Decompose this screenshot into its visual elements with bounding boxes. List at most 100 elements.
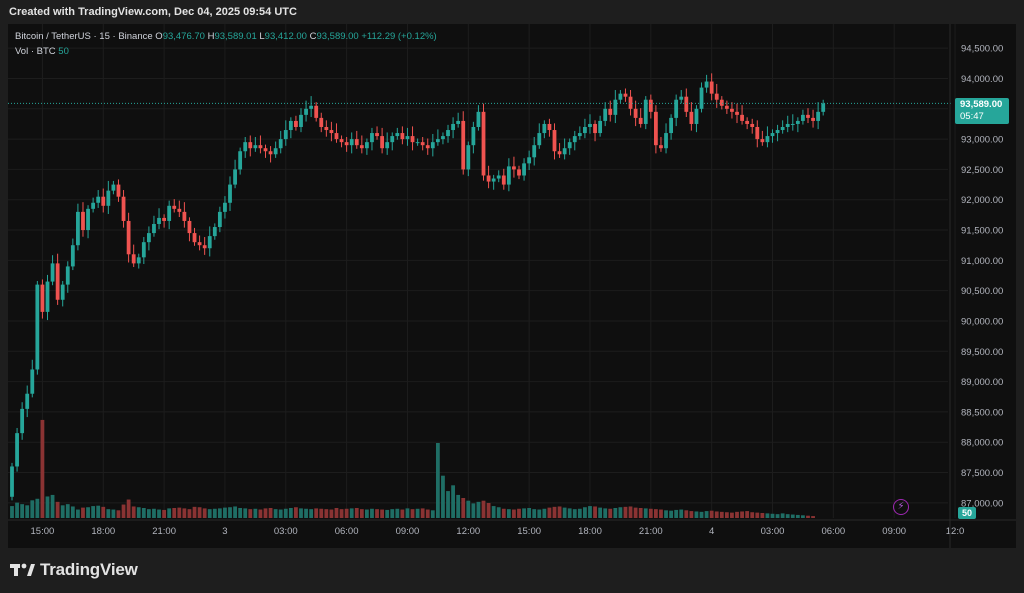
volume-bar (527, 508, 532, 518)
candle-body (512, 166, 516, 170)
candle-body (679, 96, 684, 100)
volume-bar (669, 510, 673, 518)
volume-bar (268, 508, 273, 518)
legend-high-value: 93,589.01 (214, 31, 257, 42)
volume-bar (755, 512, 760, 518)
candle-body (253, 145, 258, 149)
candle-body (365, 142, 369, 149)
candle-body (35, 284, 40, 370)
legend-open-label: O (155, 31, 163, 42)
volume-bar (689, 511, 694, 518)
candle-body (40, 284, 45, 312)
candle-body (116, 184, 121, 197)
candle-body (425, 145, 430, 149)
x-tick-label: 15:00 (517, 526, 541, 537)
candle-body (420, 142, 425, 146)
volume-bar (106, 509, 111, 518)
chart-legend: Bitcoin / TetherUS · 15 · Binance O93,47… (15, 29, 437, 59)
candle-body (430, 142, 435, 149)
candle-body (157, 217, 161, 224)
legend-close-label: C (309, 31, 317, 42)
volume-bar (613, 508, 618, 518)
candle-body (643, 99, 648, 124)
volume-bar (81, 507, 85, 518)
volume-bar (547, 507, 552, 518)
candle-body (653, 111, 658, 146)
candle-body (466, 145, 471, 170)
candle-body (780, 126, 785, 131)
volume-bar (50, 494, 55, 518)
volume-bar (395, 508, 400, 518)
candle-body (121, 196, 126, 221)
y-tick-label: 87,000.00 (961, 498, 1003, 509)
candle-body (760, 139, 765, 143)
volume-bar (146, 509, 151, 518)
volume-bar (709, 510, 714, 518)
top-bar: Created with TradingView.com, Dec 04, 20… (0, 0, 1024, 24)
volume-bar (65, 504, 70, 518)
candle-body (481, 111, 486, 176)
candle-body (456, 120, 461, 124)
candle-body (694, 108, 699, 124)
candle-body (86, 208, 90, 231)
y-tick-label: 94,500.00 (961, 44, 1003, 55)
candle-body (70, 245, 75, 267)
volume-bar (674, 509, 679, 518)
candle-body (55, 263, 60, 300)
legend-symbol[interactable]: Bitcoin / TetherUS · 15 · Binance (15, 31, 153, 42)
y-tick-label: 94,000.00 (961, 74, 1003, 85)
tradingview-logo-icon (10, 562, 36, 578)
candle-body (491, 178, 496, 182)
y-tick-label: 88,500.00 (961, 407, 1003, 418)
y-tick-label: 91,500.00 (961, 226, 1003, 237)
y-tick-label: 93,000.00 (961, 135, 1003, 146)
candle-body (506, 166, 511, 185)
x-tick-label: 21:00 (639, 526, 663, 537)
volume-bar (623, 506, 628, 518)
y-tick-label: 88,000.00 (961, 438, 1003, 449)
candle-body (217, 211, 222, 228)
candle-body (390, 136, 395, 143)
candle-body (572, 136, 577, 143)
x-tick-label: 09:00 (396, 526, 420, 537)
volume-bar (182, 508, 187, 518)
candle-body (532, 145, 537, 158)
volume-bar (603, 508, 608, 518)
volume-bar (562, 507, 567, 518)
candle-body (20, 408, 25, 434)
x-tick-label: 18:00 (91, 526, 115, 537)
volume-bar (212, 508, 217, 518)
candle-body (790, 123, 795, 125)
chart-area[interactable] (8, 24, 1016, 548)
candle-body (197, 242, 202, 246)
candle-body (821, 103, 826, 112)
legend-volume-label[interactable]: Vol · BTC (15, 46, 56, 57)
tradingview-brand[interactable]: TradingView (10, 560, 138, 580)
volume-bar (157, 509, 161, 518)
volume-bar (400, 509, 405, 518)
volume-bar (258, 509, 263, 518)
candle-body (60, 284, 65, 300)
volume-bar (15, 502, 19, 518)
candle-body (501, 175, 506, 185)
legend-low-value: 93,412.00 (264, 31, 307, 42)
volume-bar (380, 509, 385, 518)
volume-bar (577, 508, 582, 518)
candle-body (101, 196, 106, 206)
volume-bar (633, 507, 638, 518)
candle-body (471, 126, 476, 146)
candle-body (562, 148, 567, 155)
flash-icon[interactable]: ⚡ (893, 499, 909, 515)
x-tick-label: 09:00 (882, 526, 906, 537)
candle-body (496, 175, 501, 179)
candle-body (375, 133, 379, 137)
volume-bar (501, 508, 506, 518)
volume-bar (435, 443, 440, 518)
candle-body (699, 87, 704, 109)
candle-body (724, 105, 729, 109)
volume-bar (162, 509, 166, 518)
y-tick-label: 92,500.00 (961, 165, 1003, 176)
volume-bar (111, 509, 116, 518)
volume-bar (552, 506, 557, 518)
